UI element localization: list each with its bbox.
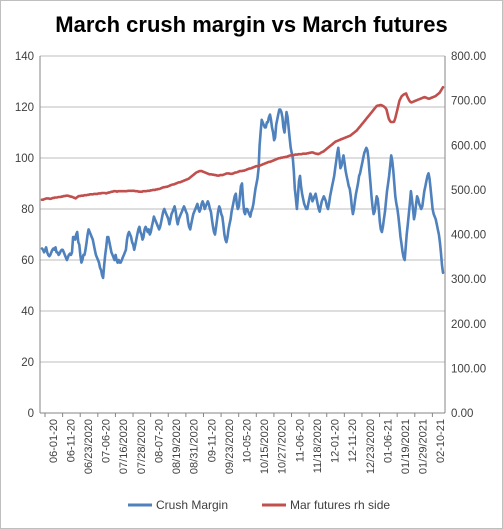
right-tick-label: 500.00 (451, 185, 486, 197)
x-tick-label: 06-01-20 (48, 419, 60, 463)
series-line-crush-margin (40, 108, 445, 280)
right-tick-label: 200.00 (451, 319, 486, 331)
x-tick-label: 01-06-21 (382, 419, 394, 463)
x-tick-label: 07/16/2020 (118, 419, 130, 474)
x-axis: 06-01-20 06-11-20 06/23/2020 07-06-20 07/16/… (40, 412, 447, 474)
x-tick-label: 10/27/2020 (277, 419, 289, 474)
x-tick-label: 09/23/2020 (224, 419, 236, 474)
series-line-mar-futures-rh-side (40, 85, 445, 201)
x-tick-label: 10/15/2020 (259, 419, 271, 474)
x-tick-label: 07-06-20 (101, 419, 113, 463)
x-tick-label: 08/19/2020 (171, 419, 183, 474)
legend-label: Crush Margin (156, 498, 228, 512)
x-tick-label: 11-06-20 (294, 419, 306, 462)
x-tick-label: 08/31/2020 (189, 419, 201, 474)
left-tick-label: 60 (21, 255, 34, 267)
x-tick-label: 01/29/2021 (418, 419, 430, 474)
series-layer (40, 85, 445, 280)
x-tick-label: 06/23/2020 (83, 419, 95, 474)
right-tick-label: 100.00 (451, 363, 486, 375)
left-tick-label: 100 (15, 153, 34, 165)
left-tick-label: 0 (28, 408, 34, 420)
gridlines (40, 55, 445, 414)
legend-label: Mar futures rh side (290, 498, 390, 512)
left-tick-label: 140 (15, 51, 34, 63)
x-tick-label: 09-11-20 (206, 419, 218, 462)
left-tick-label: 40 (21, 306, 34, 318)
x-tick-label: 06-11-20 (65, 419, 77, 462)
x-tick-label: 11/18/2020 (312, 419, 324, 473)
x-tick-label: 07/28/2020 (136, 419, 148, 474)
right-tick-label: 300.00 (451, 274, 486, 286)
right-tick-label: 800.00 (451, 51, 486, 63)
right-tick-label: 0.00 (451, 408, 473, 420)
x-tick-label: 02-10-21 (435, 419, 447, 463)
left-tick-label: 20 (21, 357, 34, 369)
right-tick-label: 600.00 (451, 140, 486, 152)
chart-title: March crush margin vs March futures (55, 12, 448, 37)
right-axis: 0.00 100.00 200.00 300.00 400.00 500.00 600.00… (444, 51, 486, 420)
x-tick-label: 12-11-20 (347, 419, 359, 462)
x-tick-label: 12-01-20 (330, 419, 342, 463)
right-tick-label: 700.00 (451, 96, 486, 108)
left-axis: 0 20 40 60 80 100 120 140 (15, 51, 41, 420)
x-tick-label: 08-07-20 (153, 419, 165, 463)
x-tick-label: 12/23/2020 (365, 419, 377, 474)
legend: Crush Margin Mar futures rh side (128, 498, 390, 512)
x-tick-label: 01/19/2021 (400, 419, 412, 474)
x-tick-label: 10-05-20 (242, 419, 254, 463)
right-tick-label: 400.00 (451, 230, 486, 242)
left-tick-label: 120 (15, 102, 34, 114)
left-tick-label: 80 (21, 204, 34, 216)
